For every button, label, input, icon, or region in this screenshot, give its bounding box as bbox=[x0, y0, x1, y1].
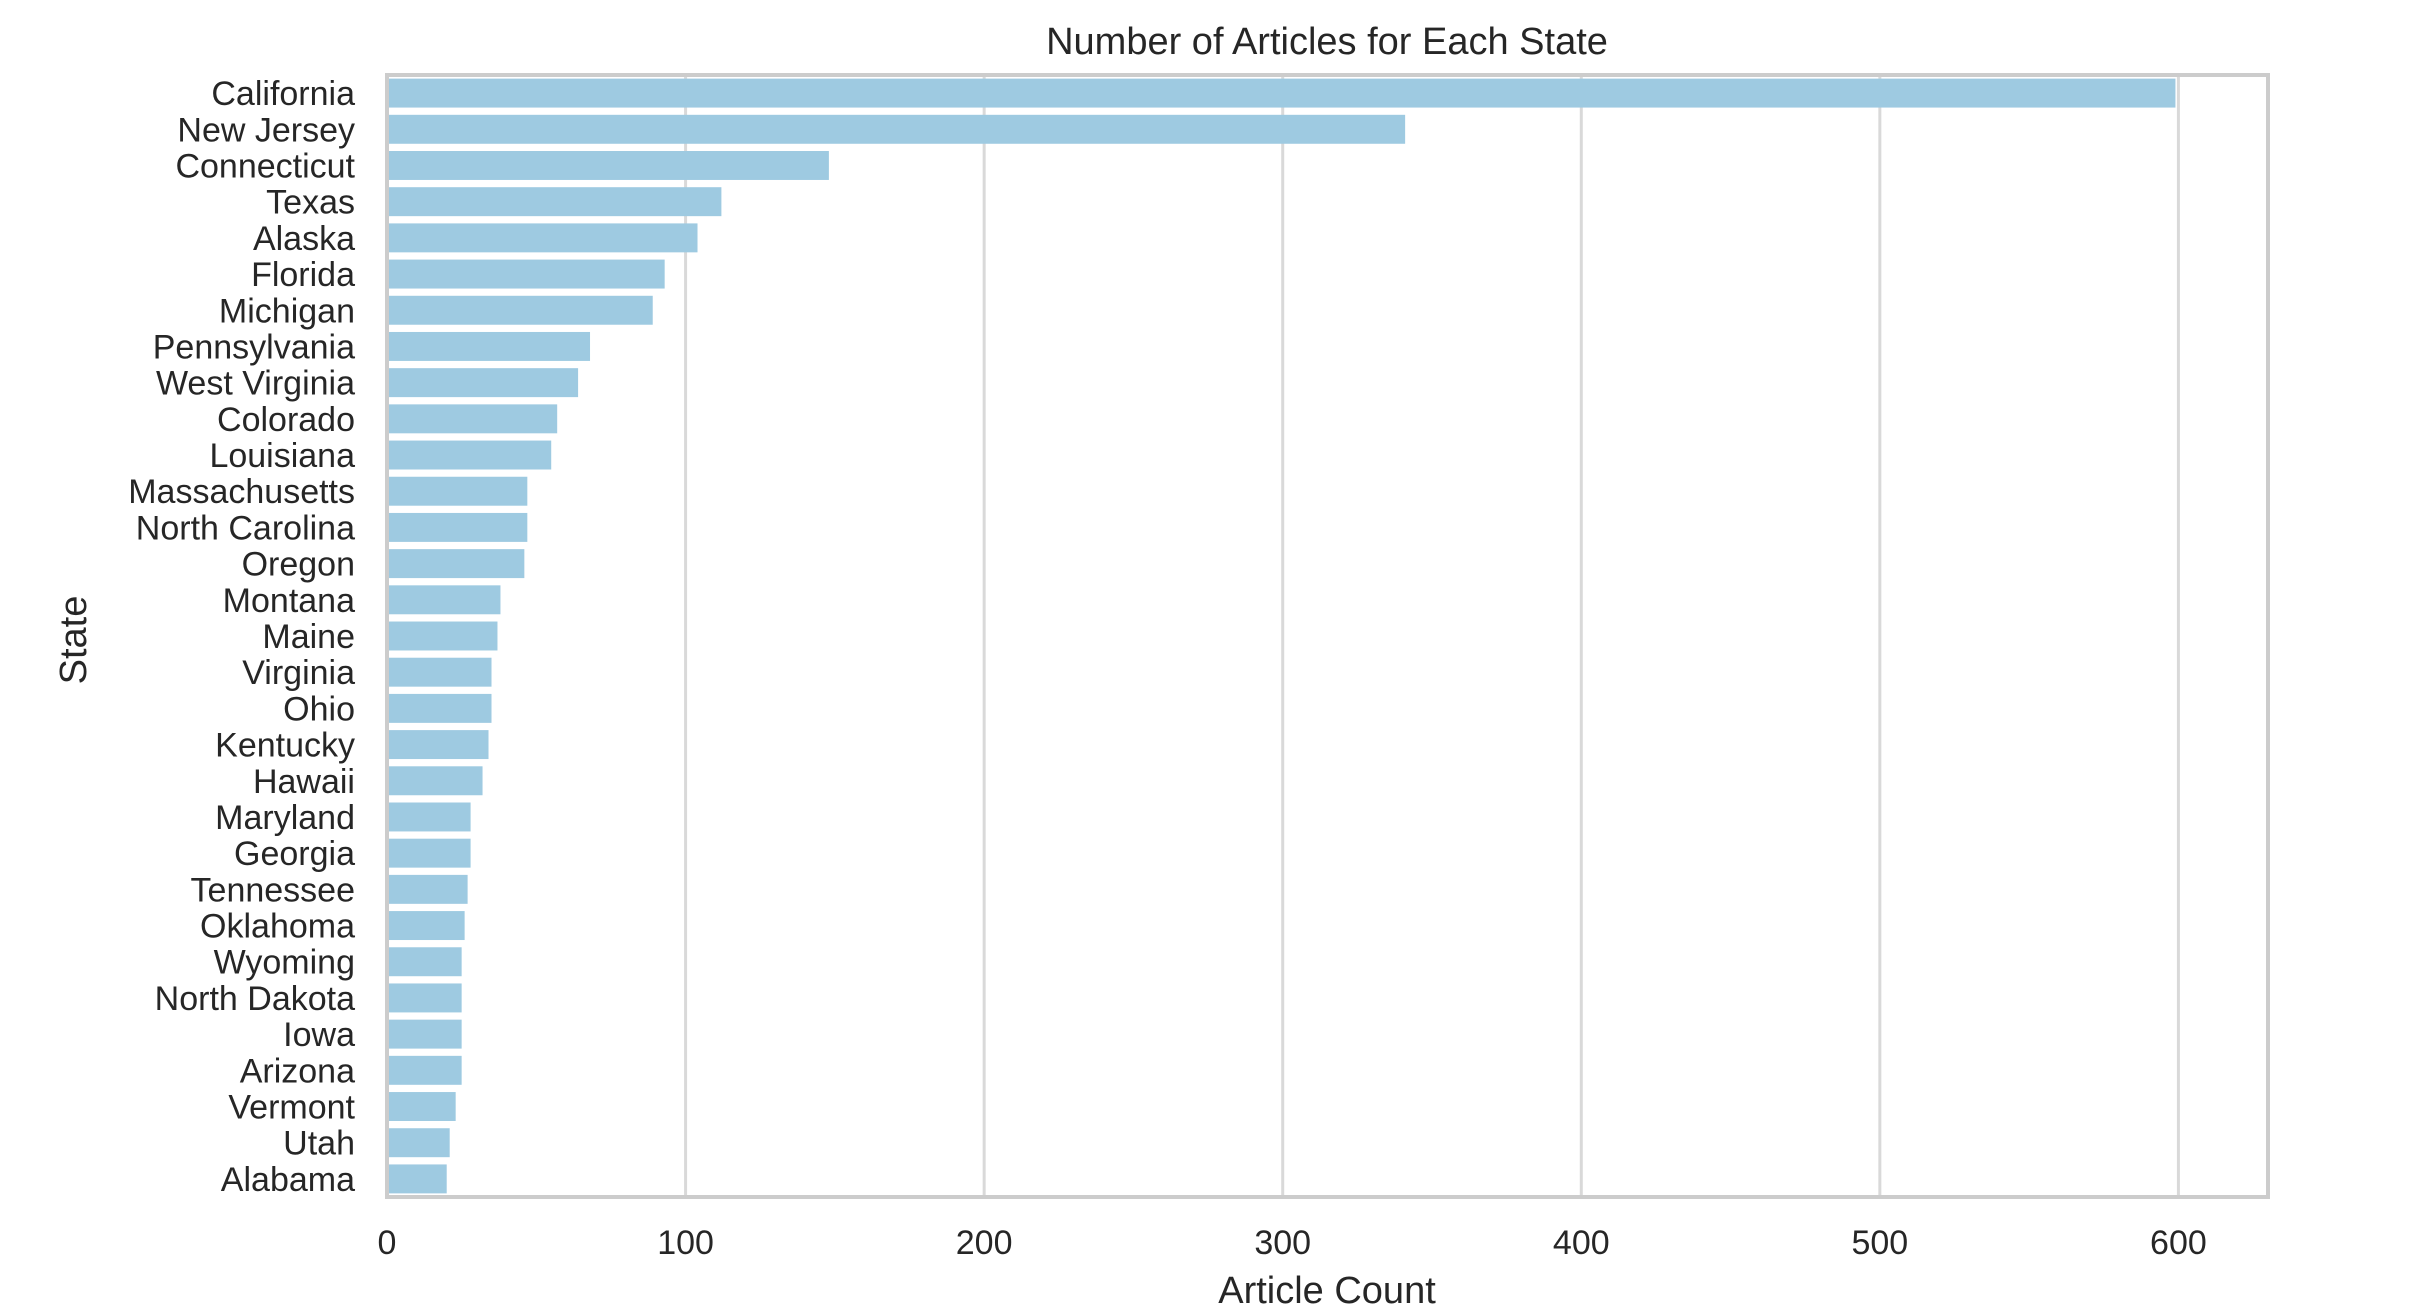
y-tick-label: West Virginia bbox=[156, 365, 355, 403]
y-tick-label: North Carolina bbox=[136, 509, 355, 547]
bar bbox=[387, 404, 558, 434]
y-tick-label: Michigan bbox=[219, 292, 355, 330]
y-tick-label: New Jersey bbox=[177, 111, 355, 149]
y-tick-label: North Dakota bbox=[155, 980, 355, 1018]
y-tick-label: California bbox=[211, 75, 355, 113]
bar bbox=[387, 693, 492, 723]
y-tick-label: Connecticut bbox=[175, 147, 355, 185]
bar bbox=[387, 911, 465, 941]
bar bbox=[387, 1019, 462, 1049]
y-tick-label: Texas bbox=[266, 184, 355, 222]
bar bbox=[387, 730, 489, 760]
bar bbox=[387, 1092, 456, 1121]
x-tick-labels: 0 100 200 300 400 500 600 bbox=[378, 1224, 2207, 1262]
y-tick-label: Pennsylvania bbox=[153, 328, 355, 366]
y-tick-label: Oklahoma bbox=[200, 908, 355, 946]
y-tick-label: Vermont bbox=[228, 1089, 355, 1127]
bar bbox=[387, 331, 591, 361]
x-tick-label: 0 bbox=[378, 1224, 397, 1262]
bar bbox=[387, 78, 2176, 108]
y-tick-label: Massachusetts bbox=[128, 473, 355, 511]
bar bbox=[387, 621, 498, 651]
bar bbox=[387, 838, 471, 868]
y-tick-label: Alaska bbox=[253, 220, 355, 258]
bar bbox=[387, 802, 471, 832]
y-tick-label: Oregon bbox=[242, 546, 355, 584]
y-tick-label: Maine bbox=[262, 618, 355, 656]
bar bbox=[387, 1128, 450, 1158]
x-tick-label: 400 bbox=[1553, 1224, 1610, 1262]
y-tick-label: Ohio bbox=[283, 690, 355, 728]
y-tick-label: Tennessee bbox=[191, 871, 355, 909]
y-tick-label: Maryland bbox=[215, 799, 355, 837]
bar bbox=[387, 874, 468, 904]
x-axis-label: Article Count bbox=[1218, 1270, 1436, 1312]
bar bbox=[387, 223, 698, 253]
y-tick-label: Alabama bbox=[221, 1161, 355, 1199]
chart-title: Number of Articles for Each State bbox=[1046, 21, 1608, 63]
bar bbox=[387, 476, 528, 506]
y-tick-label: Montana bbox=[223, 582, 355, 620]
bar bbox=[387, 549, 525, 579]
bar bbox=[387, 187, 722, 217]
bar bbox=[387, 368, 579, 398]
bar bbox=[387, 657, 492, 687]
y-tick-label: Florida bbox=[251, 256, 355, 294]
bar bbox=[387, 1164, 447, 1194]
bar bbox=[387, 114, 1406, 144]
bar bbox=[387, 295, 653, 325]
bars bbox=[387, 78, 2176, 1194]
y-tick-label: Kentucky bbox=[215, 727, 355, 765]
y-tick-label: Colorado bbox=[217, 401, 355, 439]
y-tick-label: Louisiana bbox=[209, 437, 355, 475]
bar bbox=[387, 983, 462, 1013]
grid-lines bbox=[684, 75, 2180, 1197]
x-tick-label: 300 bbox=[1254, 1224, 1311, 1262]
y-tick-label: Georgia bbox=[234, 835, 355, 873]
x-tick-label: 100 bbox=[657, 1224, 714, 1262]
bar bbox=[387, 151, 829, 180]
y-tick-label: Virginia bbox=[242, 654, 355, 692]
bar bbox=[387, 512, 528, 542]
bar bbox=[387, 440, 552, 470]
bar bbox=[387, 947, 462, 977]
x-tick-label: 200 bbox=[956, 1224, 1013, 1262]
y-tick-label: Utah bbox=[283, 1125, 355, 1163]
y-tick-label: Arizona bbox=[240, 1052, 355, 1090]
bar bbox=[387, 259, 665, 289]
x-tick-label: 500 bbox=[1851, 1224, 1908, 1262]
y-tick-label: Wyoming bbox=[214, 944, 355, 982]
y-tick-label: Iowa bbox=[283, 1016, 355, 1054]
y-axis-label: State bbox=[53, 596, 95, 685]
bar bbox=[387, 585, 501, 615]
x-tick-label: 600 bbox=[2150, 1224, 2207, 1262]
y-tick-label: Hawaii bbox=[253, 763, 355, 801]
bar bbox=[387, 766, 483, 796]
plot-frame bbox=[385, 73, 2270, 1199]
bar bbox=[387, 1055, 462, 1085]
